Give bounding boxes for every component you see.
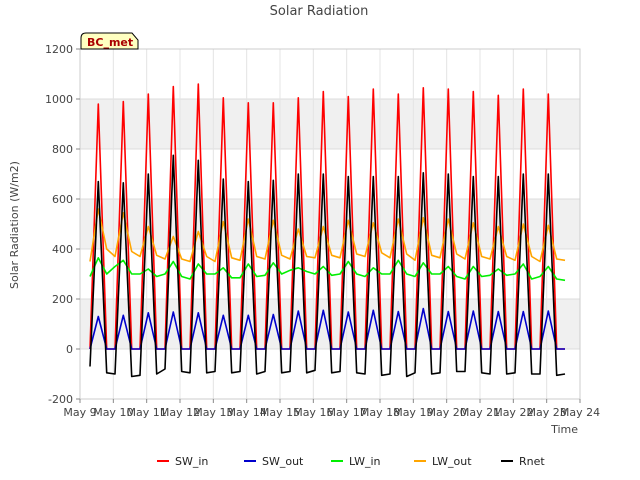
series-rnet (89, 154, 566, 378)
x-tick-label: May 12 (160, 406, 200, 419)
y-tick-label: 1200 (45, 43, 73, 56)
grid-band (80, 199, 580, 249)
series-layer (89, 83, 566, 378)
x-tick-label: May 13 (193, 406, 233, 419)
y-tick-label: 400 (52, 243, 73, 256)
x-tick-label: May 16 (293, 406, 333, 419)
series-line (89, 307, 565, 350)
x-tick-label: May 14 (227, 406, 267, 419)
x-axis-label: Time (550, 423, 578, 436)
x-tick-label: May 21 (460, 406, 500, 419)
legend-label: Rnet (519, 455, 545, 468)
x-tick-label: May 11 (127, 406, 167, 419)
y-tick-label: 600 (52, 193, 73, 206)
y-axis-ticks: -200 0 200 400 600 800 1000 1200 (45, 43, 80, 406)
x-tick-label: May 19 (393, 406, 433, 419)
legend: SW_in SW_out LW_in LW_out Rnet (157, 455, 545, 468)
legend-item: LW_in (331, 455, 381, 468)
y-tick-label: 1000 (45, 93, 73, 106)
x-tick-label: May 22 (493, 406, 533, 419)
grid-band (80, 99, 580, 149)
legend-label: SW_in (175, 455, 208, 468)
x-tick-label: May 24 (560, 406, 600, 419)
x-tick-label: May 17 (327, 406, 367, 419)
badge-box (80, 32, 139, 50)
legend-item: SW_in (157, 455, 208, 468)
y-tick-label: 0 (66, 343, 73, 356)
y-tick-label: 200 (52, 293, 73, 306)
station-badge: BC_met (80, 32, 139, 50)
legend-label: LW_out (432, 455, 472, 468)
legend-label: SW_out (262, 455, 304, 468)
x-tick-label: May 20 (427, 406, 467, 419)
series-sw-out (89, 307, 565, 350)
x-tick-label: May 10 (93, 406, 133, 419)
legend-label: LW_in (349, 455, 381, 468)
legend-item: Rnet (501, 455, 545, 468)
legend-item: LW_out (414, 455, 472, 468)
y-tick-label: 800 (52, 143, 73, 156)
y-axis-label: Solar Radiation (W/m2) (8, 161, 21, 289)
x-tick-label: May 23 (527, 406, 567, 419)
badge-label: BC_met (87, 36, 133, 49)
series-line (89, 154, 566, 378)
x-tick-label: May 18 (360, 406, 400, 419)
plot-frame (79, 48, 581, 400)
chart-title: Solar Radiation (270, 4, 369, 19)
y-tick-label: -200 (48, 393, 73, 406)
x-tick-label: May 15 (260, 406, 300, 419)
legend-item: SW_out (244, 455, 304, 468)
x-tick-label: May 9 (63, 406, 96, 419)
